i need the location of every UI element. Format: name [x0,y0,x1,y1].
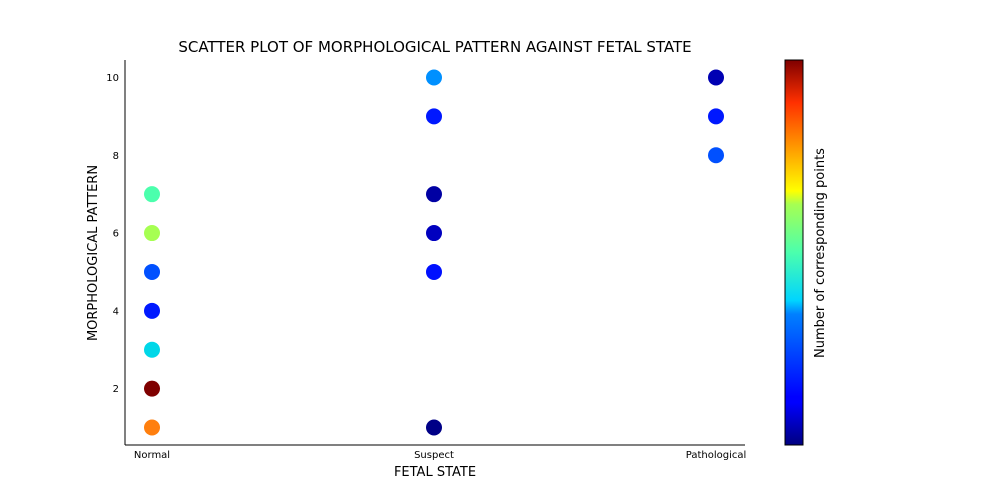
scatter-point [144,380,160,397]
x-axis-label: FETAL STATE [394,465,476,480]
scatter-point [144,263,160,280]
y-tick-label: 6 [113,229,119,240]
scatter-point [144,341,160,358]
colorbar [784,59,804,446]
scatter-point [708,147,724,164]
x-tick-label: Normal [134,450,170,461]
y-axis-label: MORPHOLOGICAL PATTERN [86,165,101,341]
scatter-point [144,419,160,436]
x-tick-label: Suspect [414,450,454,461]
chart-title: SCATTER PLOT OF MORPHOLOGICAL PATTERN AG… [178,38,691,56]
scatter-point [144,225,160,242]
y-tick-labels: 2 4 6 8 10 [106,73,119,395]
scatter-point [426,108,442,125]
colorbar-label: Number of corresponding points [813,148,828,358]
scatter-point [708,108,724,125]
y-tick-label: 10 [106,73,119,84]
scatter-point [426,419,442,436]
scatter-point [426,69,442,86]
scatter-point [426,225,442,242]
x-tick-label: Pathological [686,450,747,461]
scatter-point [144,302,160,319]
scatter-point [426,263,442,280]
x-tick-labels: Normal Suspect Pathological [134,450,746,461]
data-points [144,69,724,436]
y-tick-label: 2 [113,384,119,395]
scatter-point [708,69,724,86]
scatter-point [144,186,160,203]
y-tick-label: 4 [113,306,119,317]
y-tick-label: 8 [113,151,119,162]
scatter-point [426,186,442,203]
